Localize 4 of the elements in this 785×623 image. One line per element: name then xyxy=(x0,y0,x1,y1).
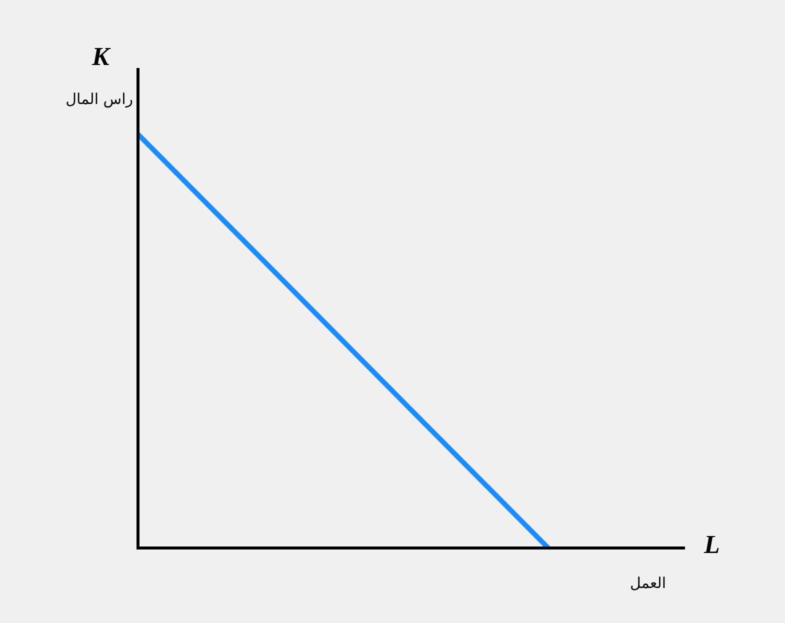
x-axis-title: العمل xyxy=(630,574,666,592)
text: L xyxy=(704,530,720,560)
y-axis-title: راس المال xyxy=(66,90,133,108)
text: K xyxy=(92,42,110,72)
